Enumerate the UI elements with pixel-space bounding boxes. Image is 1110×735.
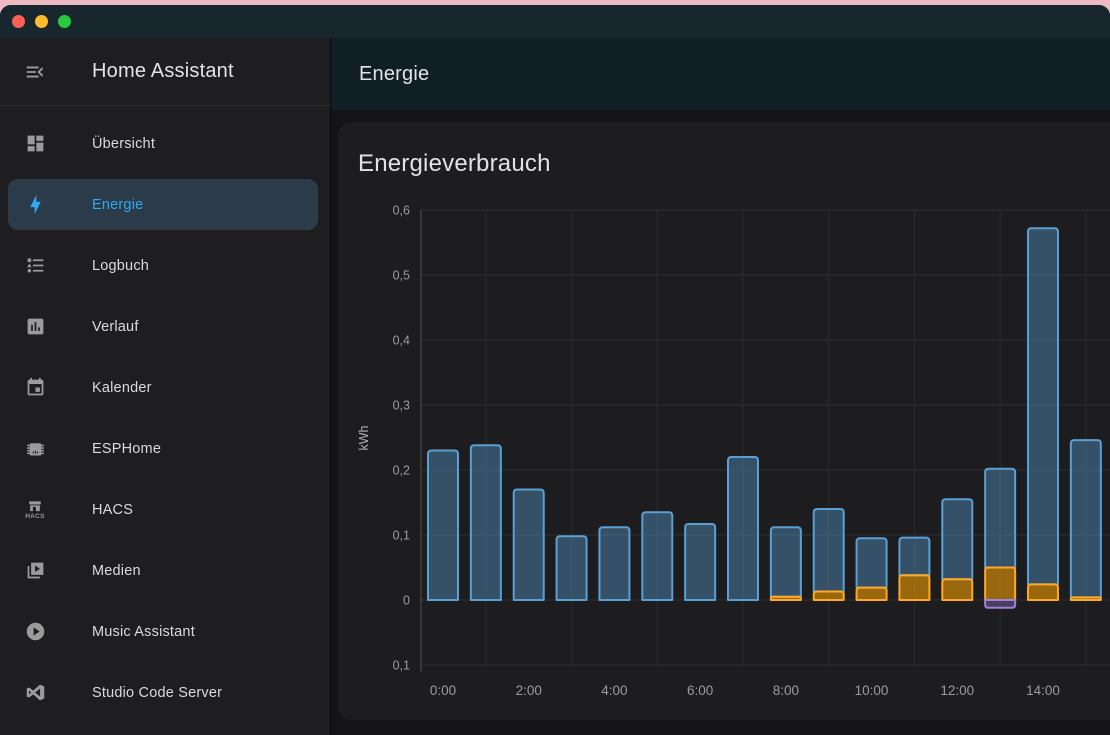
content-area: Energieverbrauch 0,6 0,5 0,4 0,3 0,2 0,1 0 0,1 k…: [331, 110, 1110, 735]
sidebar-item-label: ESPHome: [92, 440, 162, 457]
energy-consumption-card: Energieverbrauch 0,6 0,5 0,4 0,3 0,2 0,1 0 0,1 k…: [338, 122, 1110, 720]
sidebar-item-label: Logbuch: [92, 257, 150, 274]
bar-purple-13:00[interactable]: [984, 599, 1017, 609]
y-tick-label: 0,2: [393, 464, 410, 478]
y-tick-label: 0,6: [393, 204, 410, 218]
bar-blue-14:00[interactable]: [1026, 227, 1059, 586]
bar-blue-2:00[interactable]: [512, 488, 545, 601]
bar-orange-15:00[interactable]: [1069, 596, 1102, 601]
sidebar-item-label: Energie: [92, 196, 144, 213]
x-tick-label: 8:00: [773, 683, 799, 698]
sidebar-item-music-assistant[interactable]: Music Assistant: [8, 606, 318, 657]
x-tick-label: 12:00: [940, 683, 974, 698]
sidebar-item-ubersicht[interactable]: Übersicht: [8, 118, 318, 169]
bar-blue-10:00[interactable]: [855, 537, 888, 589]
sidebar-item-logbuch[interactable]: Logbuch: [8, 240, 318, 291]
x-tick-label: 0:00: [430, 683, 456, 698]
format-list-bulleted-icon: [24, 255, 46, 277]
lightning-bolt-icon: [24, 194, 46, 216]
zoom-window-button[interactable]: [58, 15, 71, 28]
x-tick-label: 10:00: [855, 683, 889, 698]
bar-blue-8:00[interactable]: [769, 526, 802, 598]
bar-blue-0:00[interactable]: [427, 449, 459, 601]
bar-blue-5:00[interactable]: [641, 511, 674, 601]
page-title: Energie: [359, 62, 430, 85]
sidebar-item-label: HACS: [92, 501, 134, 518]
x-tick-label: 2:00: [516, 683, 542, 698]
y-tick-label: 0,1: [393, 659, 410, 673]
bar-orange-9:00[interactable]: [812, 590, 845, 601]
y-tick-label: 0: [403, 594, 410, 608]
sidebar-item-label: Music Assistant: [92, 623, 195, 640]
sidebar-item-esphome[interactable]: ESPHome: [8, 423, 318, 474]
chart-box-icon: [24, 316, 46, 338]
bar-orange-13:00[interactable]: [984, 566, 1017, 601]
sidebar-item-verlauf[interactable]: Verlauf: [8, 301, 318, 352]
bar-blue-11:00[interactable]: [898, 536, 931, 577]
bar-blue-3:00[interactable]: [555, 535, 588, 601]
main-area: Energie Energieverbrauch 0,6 0,5 0,4 0,3 0,2…: [330, 38, 1110, 735]
sidebar-item-label: Übersicht: [92, 135, 156, 152]
sidebar-app-title: Home Assistant: [92, 60, 234, 82]
play-circle-icon: [24, 621, 46, 643]
sidebar-nav-list: Übersicht Energie Logbuch Verlauf Kalender ES…: [0, 106, 330, 728]
bar-blue-15:00[interactable]: [1069, 439, 1102, 599]
x-tick-label: 14:00: [1026, 683, 1060, 698]
bar-blue-4:00[interactable]: [598, 526, 631, 601]
sidebar-item-label: Verlauf: [92, 318, 139, 335]
sidebar-header: Home Assistant: [0, 38, 330, 106]
y-axis-title: kWh: [357, 425, 371, 450]
y-tick-label: 0,4: [393, 334, 410, 348]
menu-open-icon: [26, 66, 44, 77]
sidebar-item-medien[interactable]: Medien: [8, 545, 318, 596]
app-header: Energie: [331, 38, 1110, 110]
bar-orange-8:00[interactable]: [769, 595, 802, 601]
storefront-icon: HACS: [24, 499, 46, 521]
close-window-button[interactable]: [12, 15, 25, 28]
card-title: Energieverbrauch: [358, 150, 551, 177]
y-tick-label: 0,3: [393, 399, 410, 413]
y-tick-label: 0,5: [393, 269, 410, 283]
view-dashboard-icon: [24, 133, 46, 155]
macos-titlebar: [0, 5, 1110, 38]
bar-orange-10:00[interactable]: [855, 586, 888, 601]
sidebar-toggle-button[interactable]: [24, 61, 46, 83]
sidebar-item-label: Kalender: [92, 379, 152, 396]
bar-blue-13:00[interactable]: [984, 467, 1017, 569]
sidebar-item-energie[interactable]: Energie: [8, 179, 318, 230]
home-assistant-app: Home Assistant Übersicht Energie Logbuch Ve…: [0, 38, 1110, 735]
sidebar-item-studio-code-server[interactable]: Studio Code Server: [8, 667, 318, 718]
app-window: Home Assistant Übersicht Energie Logbuch Ve…: [0, 5, 1110, 735]
x-tick-label: 4:00: [601, 683, 627, 698]
minimize-window-button[interactable]: [35, 15, 48, 28]
sidebar-item-kalender[interactable]: Kalender: [8, 362, 318, 413]
sidebar-item-label: Medien: [92, 562, 141, 579]
sidebar-item-label: Studio Code Server: [92, 684, 223, 701]
chip-icon: [24, 438, 46, 460]
bar-blue-9:00[interactable]: [812, 508, 845, 593]
sidebar-item-hacs[interactable]: HACS HACS: [8, 484, 318, 535]
bar-blue-12:00[interactable]: [941, 498, 974, 581]
bar-orange-14:00[interactable]: [1026, 583, 1059, 601]
vscode-icon: [24, 682, 46, 704]
bar-blue-7:00[interactable]: [726, 456, 759, 601]
bar-blue-6:00[interactable]: [684, 522, 717, 601]
play-box-multiple-icon: [24, 560, 46, 582]
traffic-lights: [12, 15, 71, 28]
energy-bar-chart: 0,6 0,5 0,4 0,3 0,2 0,1 0 0,1 kWh 0:00 2:00 4:00 6:0…: [357, 204, 1110, 698]
x-tick-label: 6:00: [687, 683, 713, 698]
y-tick-label: 0,1: [393, 529, 410, 543]
bar-orange-12:00[interactable]: [941, 578, 974, 601]
icon-caption: HACS: [25, 513, 45, 520]
sidebar: Home Assistant Übersicht Energie Logbuch Ve…: [0, 38, 330, 735]
bar-blue-1:00[interactable]: [469, 444, 502, 601]
calendar-icon: [24, 377, 46, 399]
bar-orange-11:00[interactable]: [898, 574, 931, 601]
